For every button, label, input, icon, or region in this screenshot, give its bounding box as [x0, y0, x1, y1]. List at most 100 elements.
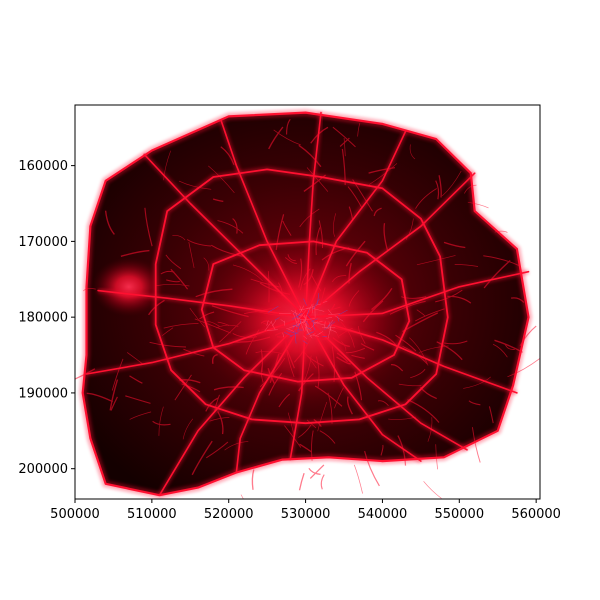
- minor-road: [298, 472, 305, 491]
- minor-road: [178, 180, 212, 190]
- central-detail-line: [304, 326, 313, 339]
- minor-road: [377, 400, 389, 406]
- minor-road: [275, 214, 285, 251]
- minor-road: [129, 411, 152, 420]
- central-detail-line: [316, 292, 320, 305]
- minor-road: [125, 395, 151, 404]
- minor-road: [360, 343, 375, 351]
- minor-road: [454, 264, 479, 267]
- radial-road-4: [304, 316, 422, 462]
- radial-road-2: [304, 270, 530, 318]
- minor-road: [332, 275, 347, 283]
- radial-road-3: [304, 316, 518, 394]
- central-detail-line: [327, 321, 333, 327]
- central-detail-line: [283, 332, 293, 337]
- minor-road: [206, 441, 229, 459]
- minor-road: [348, 290, 360, 307]
- minor-road: [195, 288, 233, 298]
- minor-road: [163, 323, 199, 329]
- density-hotspot-0: [91, 257, 166, 317]
- central-detail-line: [266, 320, 269, 326]
- central-detail-line: [303, 298, 307, 306]
- central-detail-line: [306, 305, 315, 309]
- minor-road: [285, 341, 295, 378]
- minor-road: [260, 320, 272, 324]
- minor-road: [165, 254, 182, 270]
- minor-road: [414, 308, 445, 322]
- central-detail-line: [286, 328, 294, 332]
- minor-road: [315, 356, 320, 389]
- central-detail-line: [293, 313, 298, 325]
- central-detail-line: [297, 309, 307, 321]
- minor-road: [333, 213, 336, 237]
- central-detail-line: [302, 340, 308, 345]
- central-detail-line: [312, 298, 320, 310]
- minor-road: [285, 257, 297, 264]
- minor-road: [172, 235, 186, 241]
- central-detail-line: [328, 321, 332, 332]
- minor-road: [299, 443, 312, 453]
- minor-road: [409, 144, 416, 160]
- radial-road-6: [158, 316, 307, 496]
- minor-road: [321, 306, 341, 314]
- central-detail-line: [322, 301, 328, 303]
- minor-road: [345, 347, 365, 354]
- x-tick-label: 500000: [50, 507, 100, 522]
- minor-road: [395, 334, 417, 352]
- central-detail-line: [307, 315, 316, 325]
- central-detail-line: [267, 305, 279, 313]
- central-detail-line: [334, 315, 344, 322]
- minor-road: [120, 249, 150, 257]
- minor-road: [383, 223, 389, 251]
- radial-road-1: [304, 172, 476, 318]
- minor-roads: [75, 118, 540, 499]
- central-detail-line: [301, 321, 311, 332]
- minor-road: [416, 309, 426, 317]
- central-detail-line: [305, 320, 308, 331]
- y-tick-label: 170000: [18, 235, 68, 250]
- central-detail-line: [313, 321, 323, 324]
- minor-road: [438, 175, 442, 198]
- minor-road: [319, 430, 336, 444]
- radial-road-8: [97, 289, 307, 318]
- central-detail-line: [338, 309, 348, 316]
- minor-road: [149, 341, 187, 348]
- central-detail-line: [315, 303, 322, 306]
- minor-road: [161, 327, 174, 336]
- central-detail-line: [309, 320, 319, 329]
- minor-road: [380, 444, 384, 456]
- radial-road-0: [304, 111, 322, 318]
- minor-road: [441, 170, 462, 197]
- central-detail-line: [313, 335, 320, 337]
- minor-road: [345, 240, 366, 267]
- y-axis: 160000 170000 180000 190000 200000: [18, 159, 75, 477]
- minor-road: [423, 481, 442, 499]
- minor-road: [170, 268, 189, 290]
- central-detail-line: [327, 324, 332, 339]
- central-detail-line: [312, 321, 315, 331]
- minor-road: [182, 418, 194, 440]
- minor-road: [332, 126, 356, 148]
- minor-road: [152, 420, 171, 426]
- central-detail-line: [270, 321, 276, 331]
- minor-road: [240, 494, 244, 499]
- minor-road: [199, 311, 215, 320]
- radial-road-12: [304, 130, 407, 318]
- minor-road: [471, 427, 481, 463]
- minor-road: [492, 343, 508, 358]
- minor-road: [390, 364, 404, 372]
- minor-road: [224, 441, 249, 451]
- minor-road: [259, 282, 291, 295]
- minor-road: [267, 271, 270, 303]
- minor-road: [299, 208, 320, 228]
- minor-road: [373, 207, 382, 217]
- minor-road: [308, 467, 321, 475]
- y-tick-label: 190000: [18, 386, 68, 401]
- radial-road-9: [143, 153, 307, 318]
- minor-road: [443, 241, 466, 249]
- minor-road: [75, 368, 96, 380]
- central-detail-line: [305, 320, 309, 326]
- minor-road: [334, 387, 344, 409]
- minor-road: [298, 144, 322, 168]
- minor-road: [109, 379, 119, 411]
